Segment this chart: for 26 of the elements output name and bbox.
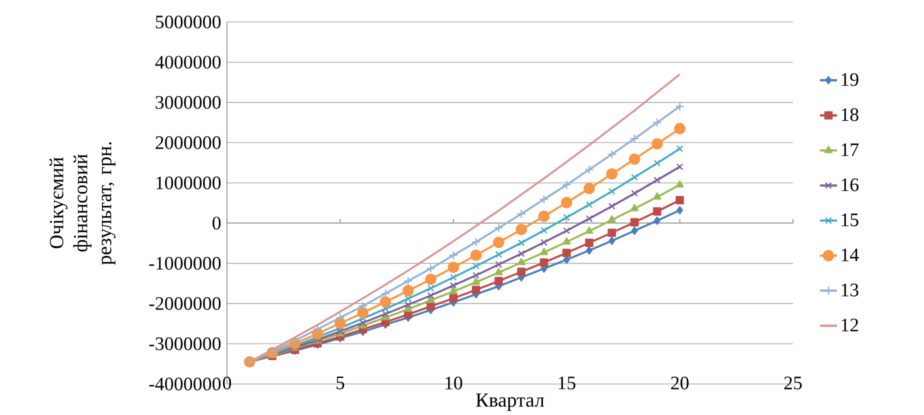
legend-label: 13 <box>842 284 858 296</box>
x-tick-label: 15 <box>558 376 576 390</box>
x-tick-label: 20 <box>671 376 689 390</box>
y-tick-label: -2000000 <box>149 297 221 310</box>
x-tick-label: 5 <box>336 376 344 390</box>
y-tick-label: 5000000 <box>156 16 221 28</box>
legend-label: 14 <box>842 248 859 262</box>
y-tick-label: -3000000 <box>149 337 221 350</box>
legend-label: 18 <box>842 108 858 122</box>
y-tick-label: 1000000 <box>156 176 221 190</box>
legend-label: 16 <box>842 178 859 192</box>
legend-label: 17 <box>842 143 859 156</box>
legend-label: 12 <box>842 318 858 332</box>
x-axis-title: Квартал <box>476 394 544 411</box>
x-tick-label: 10 <box>446 376 462 390</box>
legend-label: 19 <box>842 73 858 86</box>
y-axis-title: Очікуємий фінансовий результат, грн. <box>49 142 116 265</box>
x-tick-label: 25 <box>784 376 802 390</box>
y-tick-label: 2000000 <box>156 136 221 150</box>
y-tick-label: 0 <box>212 216 221 230</box>
y-tick-label: -4000000 <box>149 378 221 390</box>
y-tick-label: 3000000 <box>156 96 221 109</box>
y-tick-label: -1000000 <box>149 256 221 270</box>
legend-label: 15 <box>842 214 858 226</box>
x-tick-label: 0 <box>222 376 232 390</box>
y-tick-label: 4000000 <box>155 56 221 69</box>
